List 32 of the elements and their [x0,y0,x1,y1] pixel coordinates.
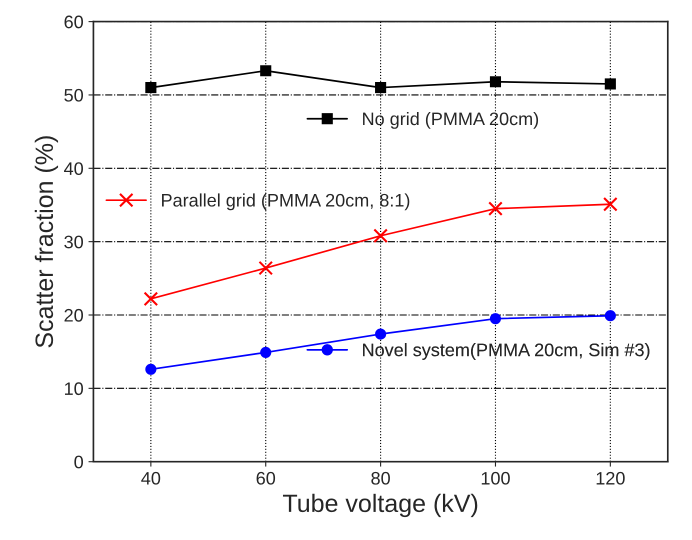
point [144,292,158,306]
point [145,364,156,375]
legend-label: No grid (PMMA 20cm) [363,112,538,129]
point [260,65,272,76]
point [373,228,388,244]
x-tick-label: 80 [371,472,390,485]
y-tick-label: 40 [64,162,83,176]
point [490,76,502,88]
point [604,310,616,322]
x-tick-label: 100 [482,472,510,485]
y-tick-label: 10 [64,382,83,396]
x-axis-title: Tube voltage (kV) [282,494,478,518]
point [375,82,386,94]
point [490,313,502,324]
point [604,78,616,90]
y-tick-label: 20 [64,308,83,322]
x-tick-label: 60 [256,472,276,485]
x-tick-label: 40 [141,472,160,485]
y-tick-label: 30 [64,236,83,248]
point [488,201,503,216]
y-tick-label: 0 [74,456,83,468]
point [258,260,274,276]
y-tick-label: 50 [64,88,83,102]
y-tick-label: 60 [64,16,83,28]
point [375,328,386,340]
legend-label: Parallel grid (PMMA 20cm, 8:1) [162,193,410,210]
x-tick-label: 120 [596,472,625,485]
point [260,346,272,358]
y-axis-title: Scatter fraction (%) [34,136,58,348]
point [603,196,618,212]
legend-label: Novel system(PMMA 20cm, Sim #3) [363,343,650,360]
point [145,82,156,94]
